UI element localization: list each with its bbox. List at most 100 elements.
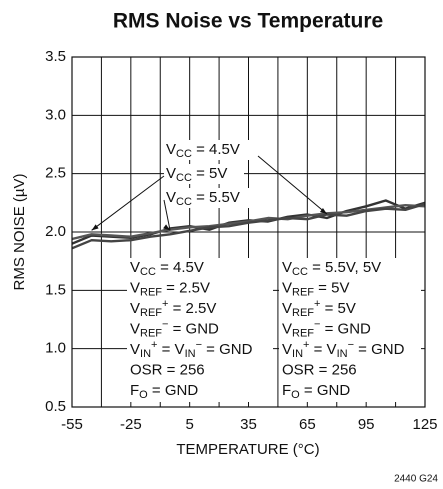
- x-tick-label: 125: [412, 416, 437, 433]
- x-tick-label: 35: [240, 416, 257, 433]
- text-part: V: [130, 259, 140, 276]
- text-part: = 5.5V: [192, 189, 240, 206]
- condition-text: OSR = 256: [282, 361, 357, 378]
- text-part: OSR = 256: [282, 361, 357, 378]
- text-part: CC: [176, 196, 192, 208]
- text-part: +: [162, 298, 168, 310]
- condition-text: VIN+ = VIN− = GND: [282, 339, 405, 360]
- leader-line: [163, 199, 171, 231]
- condition-text: VREF+ = 5V: [282, 298, 356, 319]
- text-part: V: [130, 320, 140, 337]
- y-tick-label: 0.5: [45, 398, 66, 415]
- x-tick-label: 95: [358, 416, 375, 433]
- text-part: = GND: [354, 341, 405, 358]
- text-part: = GND: [148, 382, 199, 399]
- text-part: V: [166, 141, 176, 158]
- text-part: = GND: [300, 382, 351, 399]
- text-part: CC: [176, 172, 192, 184]
- chart-title: RMS Noise vs Temperature: [113, 10, 383, 33]
- text-part: = V: [157, 341, 184, 358]
- text-part: = 4.5V: [156, 259, 204, 276]
- label-backing: [164, 140, 256, 160]
- y-tick-label: 2.5: [45, 165, 66, 182]
- text-part: V: [282, 341, 292, 358]
- text-part: OSR = 256: [130, 361, 205, 378]
- text-part: = GND: [168, 320, 219, 337]
- x-tick-label: 65: [299, 416, 316, 433]
- condition-text: FO = GND: [282, 382, 350, 401]
- text-part: REF: [292, 307, 314, 319]
- text-part: −: [348, 339, 354, 351]
- y-tick-label: 1.5: [45, 281, 66, 298]
- condition-text: VREF+ = 2.5V: [130, 298, 216, 319]
- arrow-head: [319, 208, 327, 214]
- text-part: CC: [176, 148, 192, 160]
- condition-text: VREF = 5V: [282, 279, 349, 298]
- text-part: O: [139, 389, 148, 401]
- text-part: −: [162, 318, 168, 330]
- x-tick-label: -55: [61, 416, 83, 433]
- text-part: = GND: [202, 341, 253, 358]
- text-part: = 5V: [314, 279, 349, 296]
- text-part: F: [130, 382, 139, 399]
- y-tick-label: 3.0: [45, 106, 66, 123]
- condition-text: FO = GND: [130, 382, 198, 401]
- text-part: REF: [140, 327, 162, 339]
- text-part: = 2.5V: [168, 300, 216, 317]
- condition-text: VREF− = GND: [282, 318, 371, 339]
- text-part: V: [130, 341, 140, 358]
- text-part: V: [282, 300, 292, 317]
- text-part: V: [130, 279, 140, 296]
- label-backing: [164, 164, 244, 184]
- y-tick-label: 2.0: [45, 223, 66, 240]
- text-part: = V: [309, 341, 336, 358]
- arrow-head: [91, 224, 99, 231]
- condition-text: VREF = 2.5V: [130, 279, 210, 298]
- series-label: VCC = 5.5V: [166, 189, 240, 208]
- text-part: +: [303, 339, 309, 351]
- x-tick-label: 5: [185, 416, 193, 433]
- condition-text: VCC = 4.5V: [130, 259, 204, 278]
- leader-line: [91, 175, 165, 231]
- text-part: = 4.5V: [192, 141, 240, 158]
- series-label: VCC = 5V: [166, 165, 227, 184]
- text-part: REF: [140, 286, 162, 298]
- text-part: CC: [292, 266, 308, 278]
- text-part: +: [314, 298, 320, 310]
- text-part: V: [282, 259, 292, 276]
- text-part: REF: [292, 327, 314, 339]
- x-tick-label: -25: [120, 416, 142, 433]
- y-axis-label: RMS NOISE (µV): [11, 174, 28, 291]
- text-part: IN: [185, 348, 196, 360]
- text-part: V: [166, 165, 176, 182]
- text-part: −: [196, 339, 202, 351]
- text-part: = 5V: [192, 165, 227, 182]
- label-backing: [164, 188, 254, 208]
- text-part: = 5V: [320, 300, 355, 317]
- condition-text: OSR = 256: [130, 361, 205, 378]
- footnote: 2440 G24: [394, 474, 438, 485]
- text-part: = 2.5V: [162, 279, 210, 296]
- text-part: IN: [337, 348, 348, 360]
- condition-text: VIN+ = VIN− = GND: [130, 339, 253, 360]
- y-tick-label: 1.0: [45, 340, 66, 357]
- text-part: V: [282, 279, 292, 296]
- text-backing: [279, 258, 421, 402]
- text-part: V: [166, 189, 176, 206]
- text-part: = 5.5V, 5V: [308, 259, 381, 276]
- arrow-head: [163, 224, 171, 231]
- text-part: = GND: [320, 320, 371, 337]
- text-part: V: [282, 320, 292, 337]
- text-part: −: [314, 318, 320, 330]
- plot-frame: [71, 56, 426, 408]
- text-part: V: [130, 300, 140, 317]
- text-part: IN: [292, 348, 303, 360]
- series-label: VCC = 4.5V: [166, 141, 240, 160]
- x-axis-label: TEMPERATURE (°C): [176, 441, 319, 458]
- text-part: CC: [140, 266, 156, 278]
- series-line: [71, 202, 426, 250]
- condition-text: VCC = 5.5V, 5V: [282, 259, 381, 278]
- text-backing: [127, 258, 273, 402]
- text-part: O: [291, 389, 300, 401]
